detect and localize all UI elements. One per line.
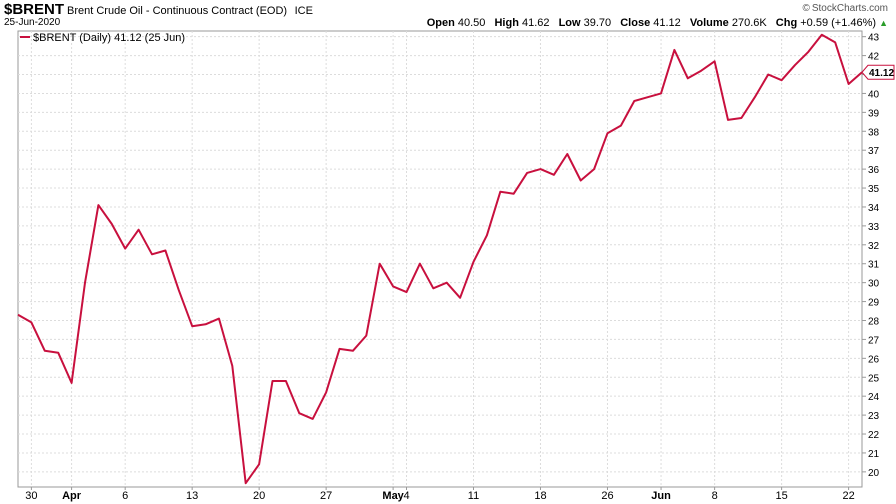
y-tick-label: 39	[868, 108, 880, 119]
y-tick-label: 22	[868, 430, 880, 441]
close-value: 41.12	[653, 17, 681, 29]
x-axis: 30 Apr 6 13 20 27 May 4 11 18 26 Jun 8 15 22	[25, 487, 855, 502]
y-tick-label: 23	[868, 411, 880, 422]
low-value: 39.70	[583, 17, 612, 29]
y-tick-label: 29	[868, 298, 880, 309]
brand[interactable]: © StockCharts.com	[802, 3, 888, 14]
open-label: Open	[426, 17, 455, 29]
x-tick-label: 18	[534, 490, 546, 502]
series-line[interactable]	[17, 33, 863, 485]
y-tick-label: 33	[868, 222, 880, 233]
y-tick-label: 40	[868, 89, 880, 100]
x-tick-label: 4	[403, 490, 409, 502]
legend: $BRENT (Daily) 41.12 (25 Jun)	[20, 32, 185, 44]
description: Brent Crude Oil - Continuous Contract (E…	[67, 5, 288, 17]
y-tick-label: 30	[868, 279, 880, 290]
y-tick-label: 27	[868, 335, 880, 346]
quote-bar: Open 40.50 High 41.62 Low 39.70 Close 41…	[427, 17, 888, 29]
y-tick-label: 20	[868, 468, 880, 479]
volume-label: Volume	[689, 17, 729, 29]
volume-value: 270.6K	[731, 17, 767, 29]
x-tick-label: 13	[186, 490, 198, 502]
x-tick-label: May	[382, 490, 404, 502]
y-tick-label: 32	[868, 241, 880, 252]
close-label: Close	[620, 17, 651, 29]
open-value: 40.50	[457, 17, 486, 29]
y-tick-label: 38	[868, 127, 880, 138]
x-tick-label: 15	[775, 490, 787, 502]
y-tick-label: 31	[868, 260, 880, 271]
legend-label: $BRENT (Daily) 41.12 (25 Jun)	[33, 32, 185, 44]
x-tick-label: 11	[468, 490, 479, 502]
chart-date: 25-Jun-2020	[4, 17, 61, 28]
x-tick-label: 8	[712, 490, 718, 502]
low-label: Low	[558, 17, 581, 29]
symbol: $BRENT	[4, 1, 65, 18]
y-tick-label: 35	[868, 184, 880, 195]
exchange: ICE	[294, 5, 313, 17]
last-value-label: 41.12	[861, 64, 895, 80]
y-tick-label: 25	[868, 373, 880, 384]
x-tick-label: Apr	[62, 490, 82, 502]
last-value-tag	[861, 64, 895, 80]
y-tick-label: 26	[868, 354, 880, 365]
up-triangle-icon: ▲	[879, 18, 888, 28]
x-tick-label: 20	[253, 490, 265, 502]
y-tick-label: 42	[868, 52, 880, 63]
y-axis: 20 21 22 23 24 25 26 27 28 29 30 31 32 33 34 35 36 37 38 39…	[862, 33, 880, 479]
chart-header: $BRENT Brent Crude Oil - Continuous Contr…	[4, 1, 313, 19]
copyright-icon: ©	[802, 3, 810, 14]
x-tick-label: 6	[122, 490, 128, 502]
grid	[18, 31, 862, 487]
brand-name: StockCharts.com	[811, 3, 888, 14]
y-tick-label: 34	[868, 203, 880, 214]
chg-label: Chg	[775, 17, 798, 29]
high-label: High	[494, 17, 519, 29]
x-tick-label: 26	[601, 490, 613, 502]
y-tick-label: 37	[868, 146, 880, 157]
x-tick-label: 27	[320, 490, 332, 502]
chg-value: +0.59 (+1.46%)	[800, 17, 877, 29]
y-tick-label: 28	[868, 316, 880, 327]
x-tick-label: 22	[842, 490, 854, 502]
x-tick-label: Jun	[651, 490, 671, 502]
high-value: 41.62	[521, 17, 550, 29]
last-value-text: 41.12	[869, 68, 894, 79]
plot-frame	[17, 30, 863, 488]
y-tick-label: 43	[868, 33, 880, 44]
y-tick-label: 36	[868, 165, 880, 176]
y-tick-label: 24	[868, 392, 880, 403]
y-tick-label: 21	[868, 449, 880, 460]
x-tick-label: 30	[25, 490, 37, 502]
